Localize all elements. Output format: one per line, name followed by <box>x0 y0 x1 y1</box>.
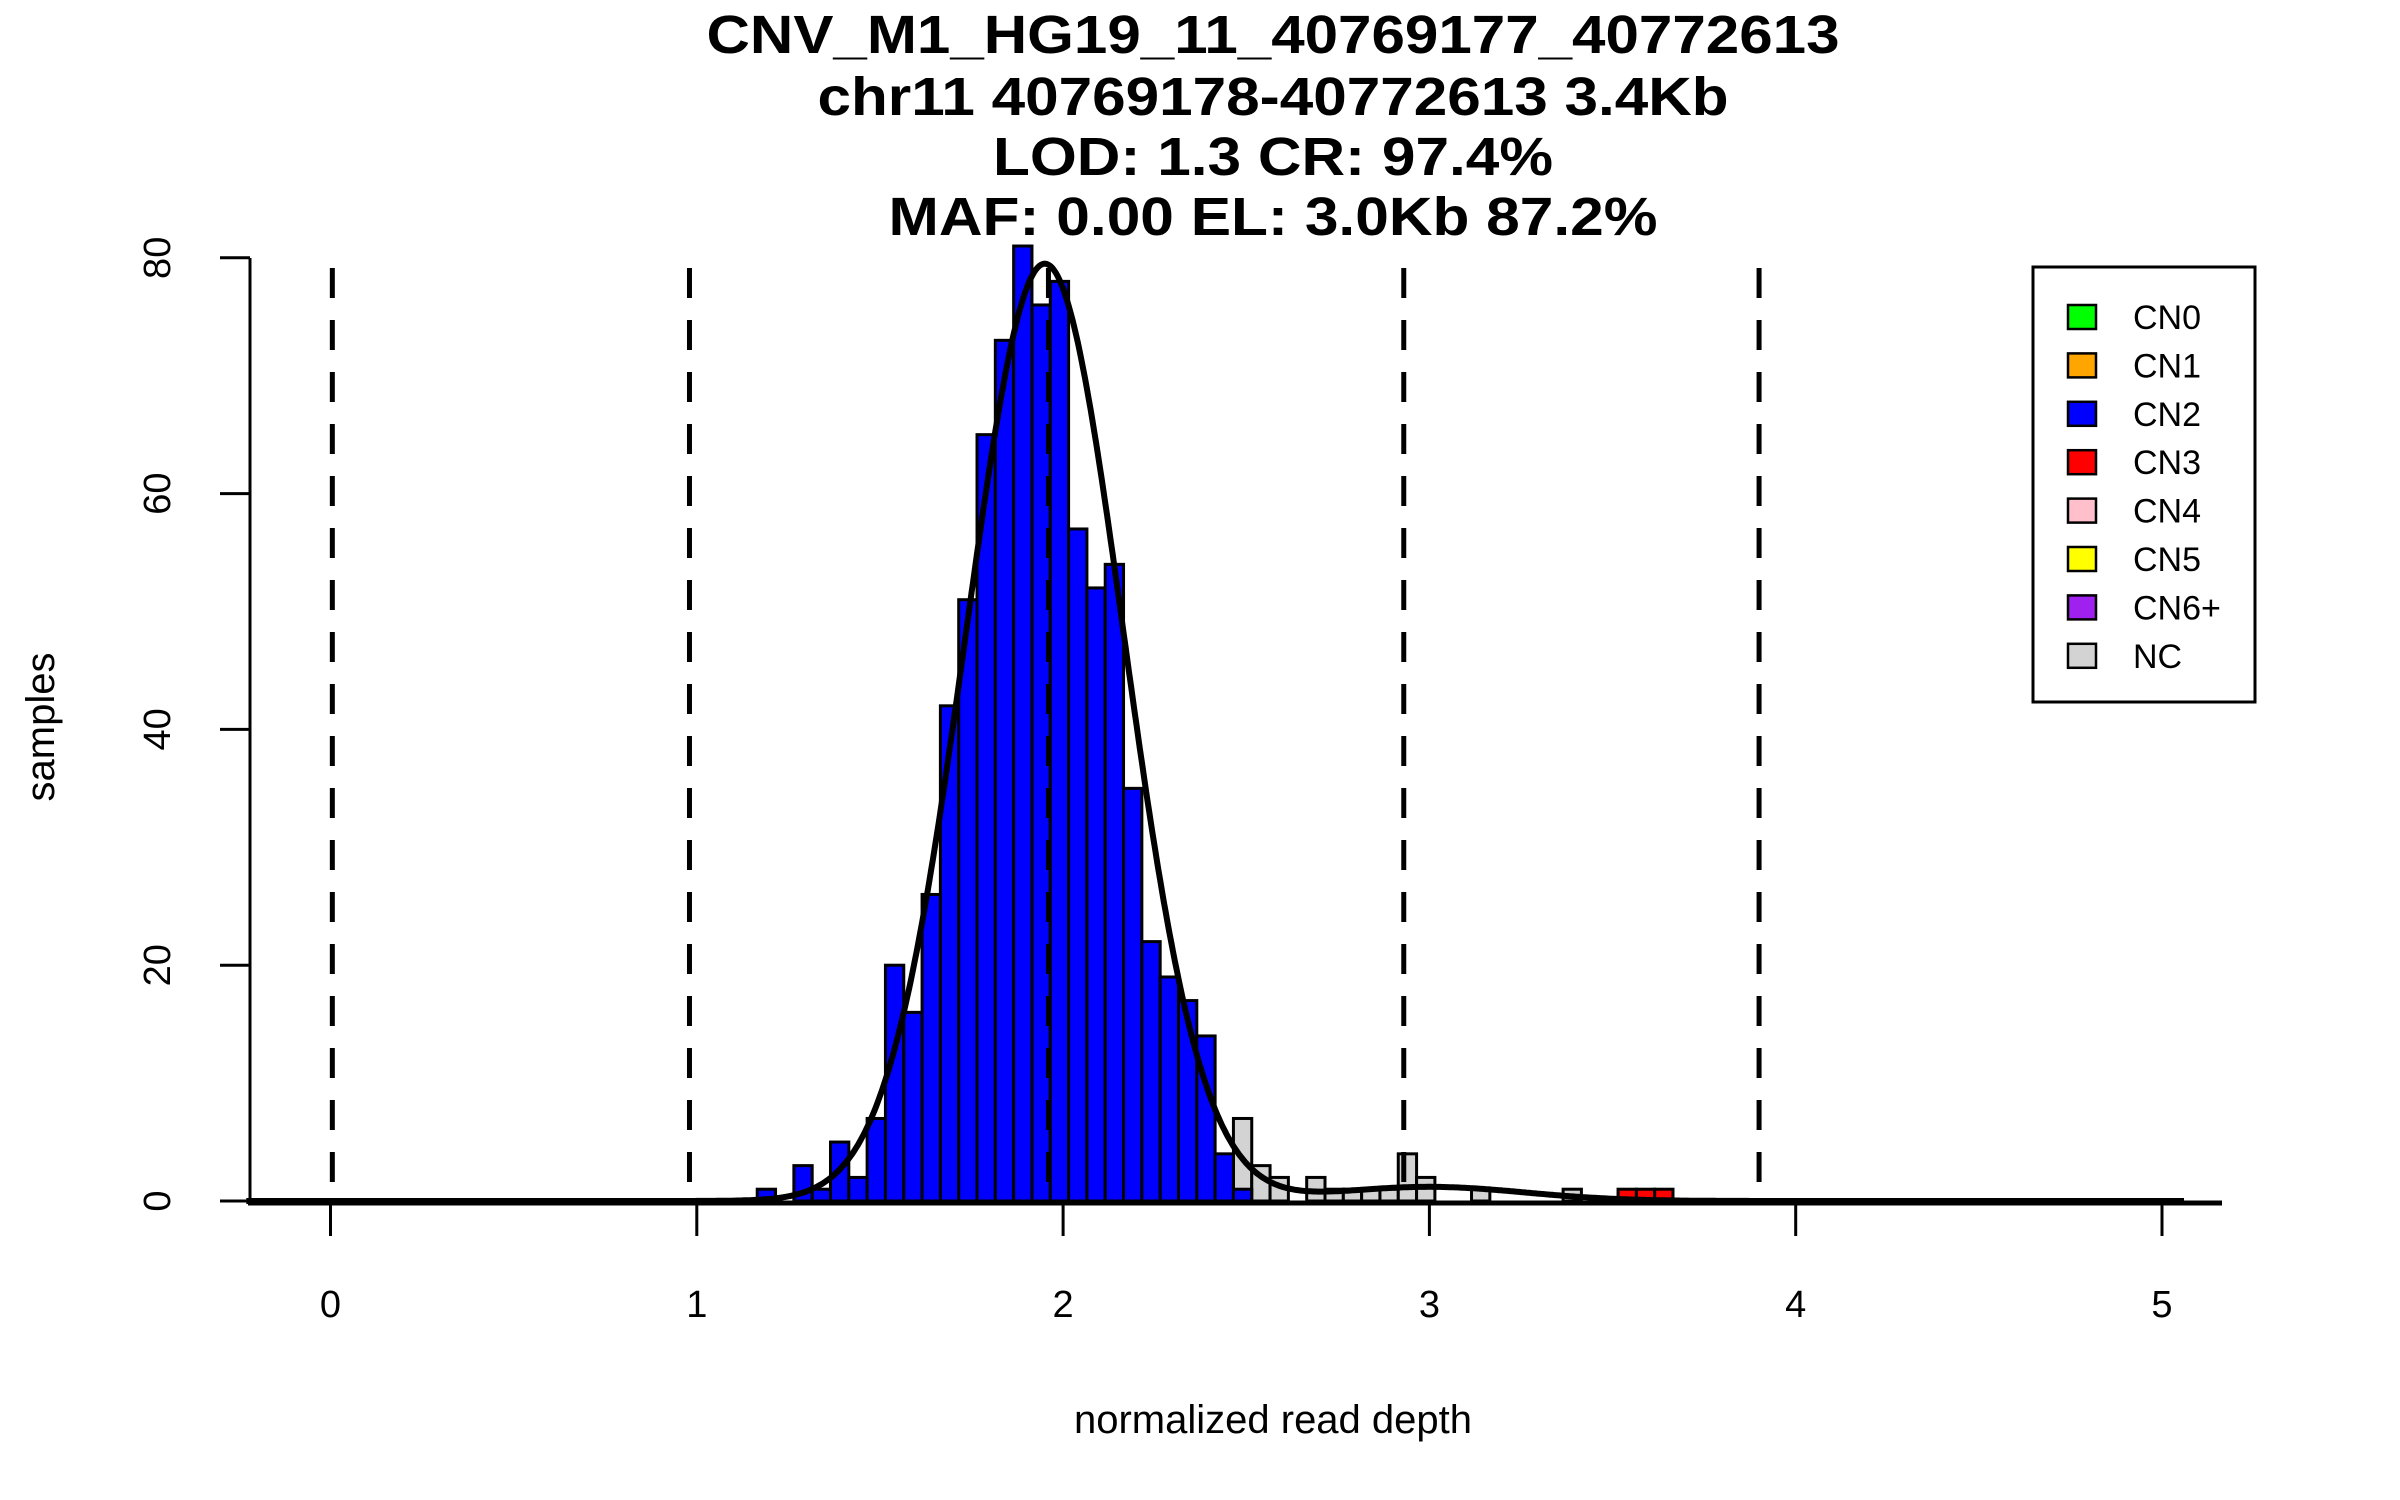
legend-label: CN2 <box>2133 396 2201 434</box>
legend-label: CN3 <box>2133 444 2201 482</box>
bar-cn2 <box>1103 562 1126 1203</box>
bar-cn2 <box>1213 1152 1235 1203</box>
bar-cn2 <box>920 892 942 1203</box>
legend-swatch-cn1 <box>2066 352 2098 379</box>
legend-swatch-cn4 <box>2066 497 2098 524</box>
bar-cn2 <box>957 598 979 1203</box>
x-tick-label: 0 <box>320 1284 341 1326</box>
bar-cn2 <box>847 1175 869 1203</box>
x-tick-label: 3 <box>1419 1284 1440 1326</box>
legend-label: CN4 <box>2133 493 2201 531</box>
title-line-4: MAF: 0.00 EL: 3.0Kb 87.2% <box>889 187 1658 247</box>
legend-label: CN6+ <box>2133 589 2221 627</box>
bar-cn2 <box>1085 586 1107 1203</box>
bar-cn2 <box>865 1116 887 1203</box>
bar-cn2 <box>993 338 1016 1203</box>
chart-title: CNV_M1_HG19_11_40769177_40772613 chr11 4… <box>707 5 1840 247</box>
y-ticks: 0 20 40 60 80 <box>137 237 250 1212</box>
bar-nc <box>1396 1152 1419 1203</box>
bar-cn2 <box>1158 975 1180 1203</box>
legend-label: NC <box>2133 638 2182 676</box>
title-line-2: chr11 40769178-40772613 3.4Kb <box>818 67 1729 127</box>
legend: CN0 CN1 CN2 CN3 CN4 CN5 CN6+ NC <box>2031 265 2257 704</box>
legend-box <box>2031 265 2257 704</box>
legend-swatch-cn6plus <box>2066 594 2098 621</box>
y-tick-label: 0 <box>137 1190 179 1211</box>
bar-cn2 <box>1231 1187 1254 1203</box>
x-tick-label: 5 <box>2151 1284 2172 1326</box>
axes: 0 1 2 3 4 5 0 20 40 60 80 <box>137 237 2222 1326</box>
legend-label: CN1 <box>2133 347 2201 385</box>
bar-cn2 <box>1048 279 1071 1203</box>
legend-swatch-cn3 <box>2066 448 2098 476</box>
title-line-3: LOD: 1.3 CR: 97.4% <box>993 127 1553 187</box>
bar-cn2 <box>1012 244 1034 1203</box>
x-tick-label: 1 <box>686 1284 707 1326</box>
legend-swatch-cn2 <box>2066 400 2098 428</box>
bar-cn2 <box>1122 786 1144 1203</box>
y-tick-label: 20 <box>137 944 179 986</box>
legend-label: CN0 <box>2133 299 2201 337</box>
bar-cn2 <box>883 963 906 1203</box>
x-ticks: 0 1 2 3 4 5 <box>320 1203 2173 1326</box>
legend-swatch-cn0 <box>2066 303 2098 331</box>
y-tick-label: 40 <box>137 708 179 750</box>
y-axis-label: samples <box>19 653 63 802</box>
y-tick-label: 60 <box>137 472 179 514</box>
y-tick-label: 80 <box>137 237 179 279</box>
bar-cn2 <box>1067 527 1089 1203</box>
legend-swatch-nc <box>2066 642 2098 670</box>
legend-swatch-cn5 <box>2066 545 2098 573</box>
bar-cn2 <box>902 1010 924 1203</box>
title-line-1: CNV_M1_HG19_11_40769177_40772613 <box>707 5 1840 65</box>
bar-cn2 <box>1140 940 1162 1203</box>
x-axis-label: normalized read depth <box>1074 1398 1472 1442</box>
legend-label: CN5 <box>2133 541 2201 579</box>
x-tick-label: 2 <box>1053 1284 1074 1326</box>
x-tick-label: 4 <box>1785 1284 1806 1326</box>
